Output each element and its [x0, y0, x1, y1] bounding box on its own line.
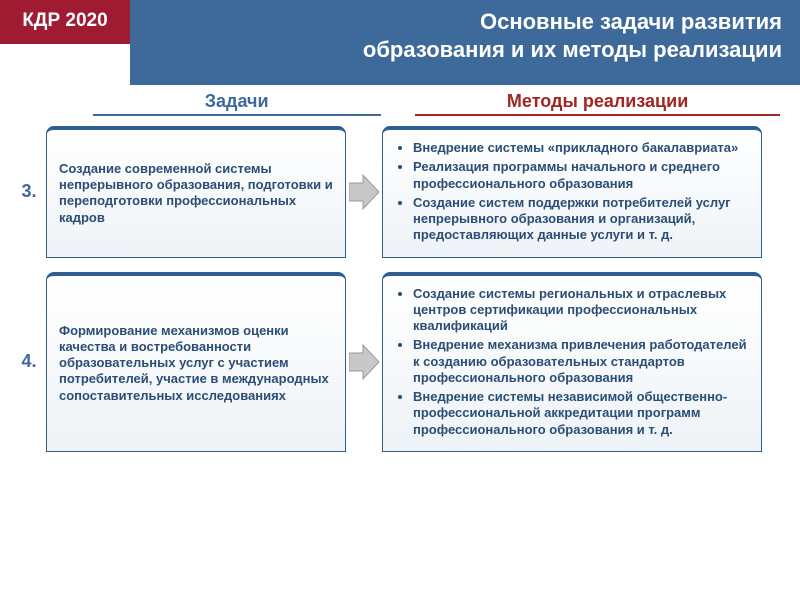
- row-number: 3.: [12, 126, 46, 258]
- task-card: Создание современной системы непрерывног…: [46, 126, 346, 258]
- method-list: Внедрение системы «прикладного бакалаври…: [395, 140, 749, 244]
- title-block: Основные задачи развития образования и и…: [130, 0, 800, 85]
- method-item: Создание системы региональных и отраслев…: [413, 286, 749, 335]
- row-number: 4.: [12, 272, 46, 452]
- method-item: Внедрение системы «прикладного бакалаври…: [413, 140, 749, 156]
- method-item: Внедрение механизма привлечения работода…: [413, 337, 749, 386]
- slide-badge: КДР 2020: [0, 0, 130, 44]
- method-item: Создание систем поддержки потребителей у…: [413, 195, 749, 244]
- tasks-column-header: Задачи: [93, 91, 381, 116]
- title-line2: образования и их методы реализации: [148, 36, 782, 64]
- method-card: Создание системы региональных и отраслев…: [382, 272, 762, 452]
- arrow-right-icon: [346, 126, 382, 258]
- method-item: Внедрение системы независимой общественн…: [413, 389, 749, 438]
- method-item: Реализация программы начального и средне…: [413, 159, 749, 192]
- arrow-right-icon: [346, 272, 382, 452]
- content-row: 3.Создание современной системы непрерывн…: [0, 126, 800, 258]
- title-line1: Основные задачи развития: [148, 8, 782, 36]
- task-card: Формирование механизмов оценки качества …: [46, 272, 346, 452]
- method-list: Создание системы региональных и отраслев…: [395, 286, 749, 438]
- method-card: Внедрение системы «прикладного бакалаври…: [382, 126, 762, 258]
- rows-container: 3.Создание современной системы непрерывн…: [0, 126, 800, 452]
- methods-column-header: Методы реализации: [415, 91, 780, 116]
- header: КДР 2020 Основные задачи развития образо…: [0, 0, 800, 85]
- column-headers: Задачи Методы реализации: [0, 91, 800, 126]
- content-row: 4.Формирование механизмов оценки качеств…: [0, 272, 800, 452]
